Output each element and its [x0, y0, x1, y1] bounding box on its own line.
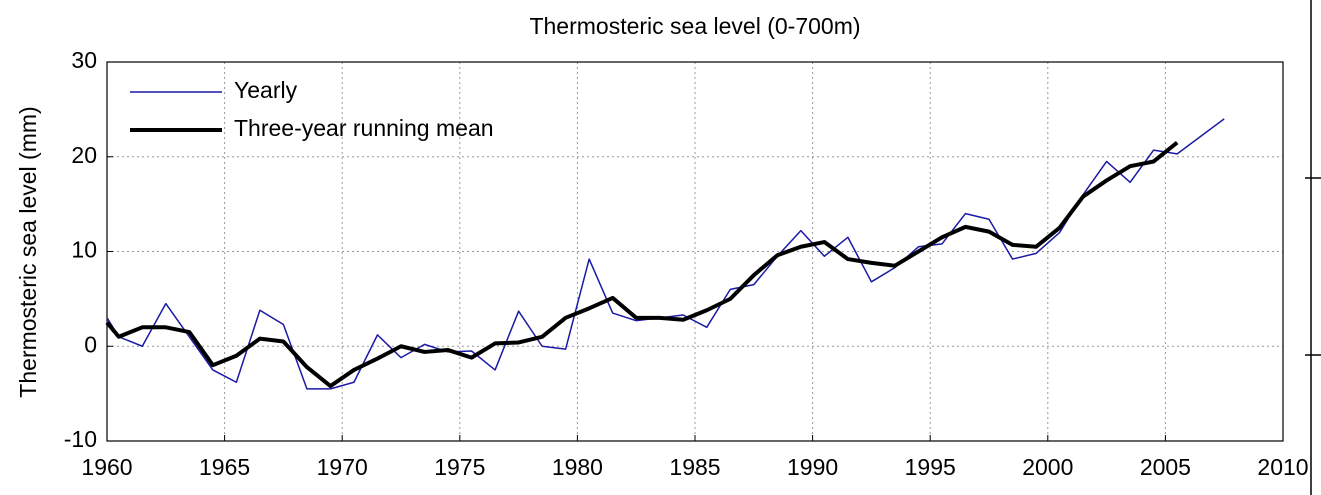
- x-tick-label: 1985: [669, 454, 720, 480]
- y-tick-label: 10: [71, 237, 97, 263]
- x-tick-label: 1965: [199, 454, 250, 480]
- x-tick-label: 2010: [1257, 454, 1308, 480]
- y-tick-label: 30: [71, 47, 97, 73]
- x-tick-label: 1975: [434, 454, 485, 480]
- series-line: [105, 140, 1179, 389]
- x-tick-label: 2000: [1022, 454, 1073, 480]
- legend-label: Yearly: [234, 77, 298, 103]
- x-tick-label: 1960: [81, 454, 132, 480]
- plot-frame: [106, 61, 1284, 442]
- legend-label: Three-year running mean: [234, 115, 494, 141]
- chart-title: Thermosteric sea level (0-700m): [529, 13, 860, 39]
- y-tick-label: 20: [71, 142, 97, 168]
- x-tick-label: 1990: [787, 454, 838, 480]
- y-axis-label: Thermosteric sea level (mm): [15, 106, 41, 397]
- x-tick-label: 1970: [317, 454, 368, 480]
- y-tick-label: 0: [84, 331, 97, 357]
- y-tick-label: -10: [64, 426, 97, 452]
- x-tick-label: 1995: [905, 454, 956, 480]
- side-panel-border: [1305, 0, 1321, 495]
- x-tick-label: 2005: [1140, 454, 1191, 480]
- series-line: [106, 118, 1225, 390]
- x-tick-label: 1980: [552, 454, 603, 480]
